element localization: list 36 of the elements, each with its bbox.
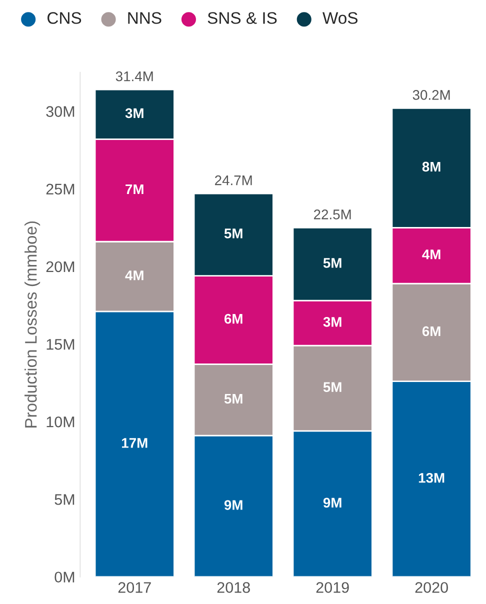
data-label: 17M xyxy=(122,438,148,448)
x-tick-label: 2018 xyxy=(217,582,250,593)
total-label: 22.5M xyxy=(314,210,351,220)
total-label: 31.4M xyxy=(116,71,153,82)
data-label: 4M xyxy=(125,270,144,280)
y-tick-label: 30M xyxy=(46,106,74,117)
total-label: 30.2M xyxy=(412,90,450,100)
data-label: 5M xyxy=(323,382,342,392)
legend-label: WoS xyxy=(322,12,358,24)
legend-label: CNS xyxy=(48,12,82,24)
legend-label: NNS xyxy=(128,12,162,24)
data-label: 9M xyxy=(224,500,242,510)
data-label: 9M xyxy=(323,498,342,508)
data-label: 5M xyxy=(224,228,242,238)
data-label: 13M xyxy=(418,472,444,483)
y-tick-label: 5M xyxy=(54,494,74,505)
total-label: 24.7M xyxy=(215,175,252,186)
data-label: 5M xyxy=(224,394,242,404)
y-tick-label: 10M xyxy=(46,416,74,428)
x-tick-label: 2019 xyxy=(316,582,349,593)
data-label: 4M xyxy=(422,250,440,260)
data-label: 3M xyxy=(323,316,342,327)
y-tick-label: 20M xyxy=(46,261,74,272)
data-label: 8M xyxy=(422,162,440,172)
data-label: 6M xyxy=(422,326,440,336)
data-label: 6M xyxy=(224,314,242,324)
y-axis-title: Production Losses (mmboe) xyxy=(24,221,40,428)
data-label: 5M xyxy=(323,258,342,268)
legend-label: SNS & IS xyxy=(208,12,277,24)
x-tick-label: 2017 xyxy=(118,582,151,593)
data-label: 7M xyxy=(126,184,144,194)
y-tick-label: 25M xyxy=(46,184,74,195)
y-tick-label: 15M xyxy=(46,339,74,350)
y-tick-label: 0M xyxy=(54,572,74,583)
x-tick-label: 2020 xyxy=(415,582,448,593)
data-label: 3M xyxy=(125,108,144,118)
